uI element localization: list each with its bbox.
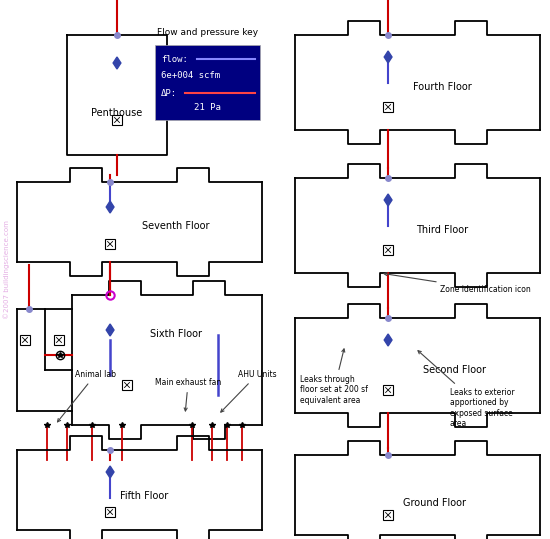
Text: Fourth Floor: Fourth Floor — [412, 82, 471, 92]
Polygon shape — [106, 324, 114, 336]
Polygon shape — [106, 466, 114, 478]
Text: Ground Floor: Ground Floor — [403, 498, 466, 508]
Text: 21 Pa: 21 Pa — [194, 103, 221, 113]
Text: Leaks through
floor set at 200 sf
equivalent area: Leaks through floor set at 200 sf equiva… — [300, 349, 368, 405]
Text: Animal lab: Animal lab — [58, 370, 116, 422]
Text: ΔP:: ΔP: — [161, 88, 177, 98]
Text: Second Floor: Second Floor — [423, 365, 486, 375]
Bar — [383, 102, 393, 112]
Text: Fifth Floor: Fifth Floor — [120, 492, 168, 501]
Bar — [383, 510, 393, 520]
Text: Sixth Floor: Sixth Floor — [150, 329, 202, 339]
Text: Seventh Floor: Seventh Floor — [142, 221, 210, 231]
Polygon shape — [384, 194, 392, 206]
Text: Main exhaust fan: Main exhaust fan — [155, 378, 221, 411]
Polygon shape — [113, 57, 121, 69]
Bar — [383, 385, 393, 395]
Text: 6e+004 scfm: 6e+004 scfm — [161, 71, 220, 79]
Bar — [105, 239, 115, 249]
Bar — [112, 115, 122, 125]
Polygon shape — [384, 51, 392, 63]
Text: Flow and pressure key: Flow and pressure key — [157, 28, 258, 37]
Text: Third Floor: Third Floor — [416, 225, 468, 235]
Text: flow:: flow: — [161, 54, 188, 64]
Bar — [54, 335, 64, 345]
Bar — [383, 245, 393, 255]
Bar — [20, 335, 30, 345]
Bar — [122, 380, 132, 390]
Text: Zone identification icon: Zone identification icon — [384, 273, 531, 294]
Bar — [155, 45, 260, 120]
Text: Penthouse: Penthouse — [91, 108, 142, 118]
Bar — [105, 507, 115, 517]
Text: Leaks to exterior
apportioned by
exposed surface
area: Leaks to exterior apportioned by exposed… — [418, 351, 515, 428]
Polygon shape — [384, 334, 392, 346]
Text: AHU Units: AHU Units — [221, 370, 277, 412]
Text: ©2007 buildingscience.com: ©2007 buildingscience.com — [4, 220, 10, 320]
Polygon shape — [106, 201, 114, 213]
